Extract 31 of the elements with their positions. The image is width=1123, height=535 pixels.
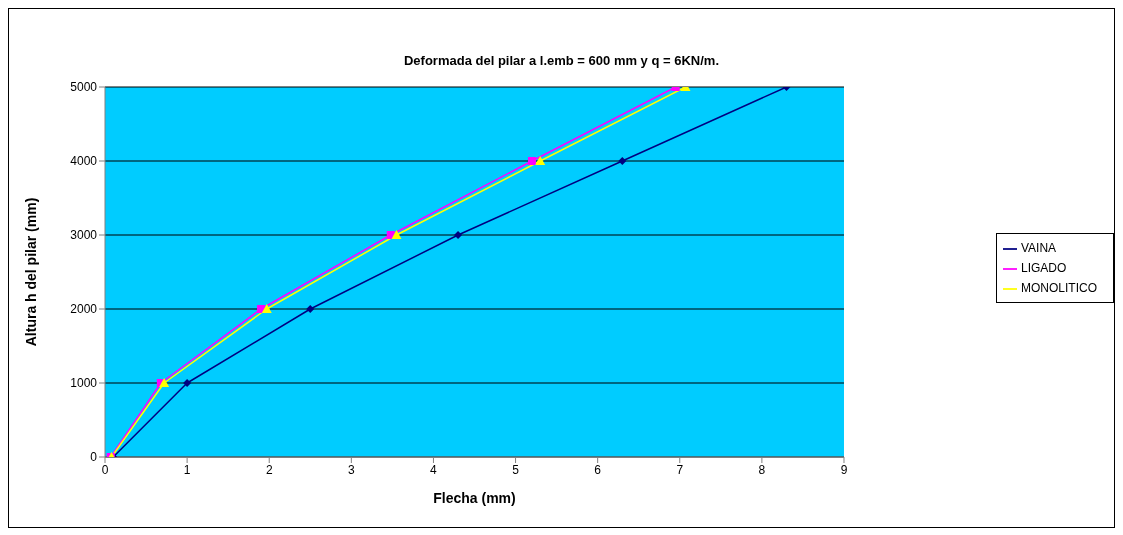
- point: [261, 304, 272, 313]
- x-tick-label: 4: [430, 462, 438, 477]
- x-tick-label: 1: [183, 462, 191, 477]
- point: [391, 230, 402, 239]
- y-tick-label: 0: [90, 450, 98, 465]
- legend-label: LIGADO: [1020, 261, 1067, 275]
- point: [527, 157, 536, 165]
- y-tick-label: 2000: [70, 302, 98, 317]
- point: [535, 156, 546, 165]
- y-tick-label: 1000: [70, 376, 98, 391]
- x-tick-label: 6: [594, 462, 602, 477]
- point: [183, 379, 192, 387]
- x-tick-label: 5: [512, 462, 520, 477]
- x-axis-title: Flecha (mm): [433, 490, 516, 506]
- y-tick-label: 3000: [70, 228, 98, 243]
- point: [454, 231, 463, 239]
- x-tick-label: 8: [758, 462, 766, 477]
- chart-title: Deformada del pilar a l.emb = 600 mm y q = 6KN/m.: [403, 53, 720, 68]
- y-axis-title: Altura h del pilar (mm): [22, 197, 39, 347]
- x-tick-label: 2: [265, 462, 273, 477]
- y-tick-label: 4000: [70, 154, 98, 169]
- legend-label: MONOLITICO: [1020, 281, 1097, 295]
- x-tick-label: 3: [347, 462, 355, 477]
- point: [159, 378, 170, 387]
- legend-label: VAINA: [1020, 241, 1057, 255]
- y-tick-label: 5000: [70, 80, 98, 95]
- x-tick-label: 7: [676, 462, 684, 477]
- x-tick-label: 9: [840, 462, 848, 477]
- x-tick-label: 0: [101, 462, 109, 477]
- point: [618, 157, 627, 165]
- point: [306, 305, 315, 313]
